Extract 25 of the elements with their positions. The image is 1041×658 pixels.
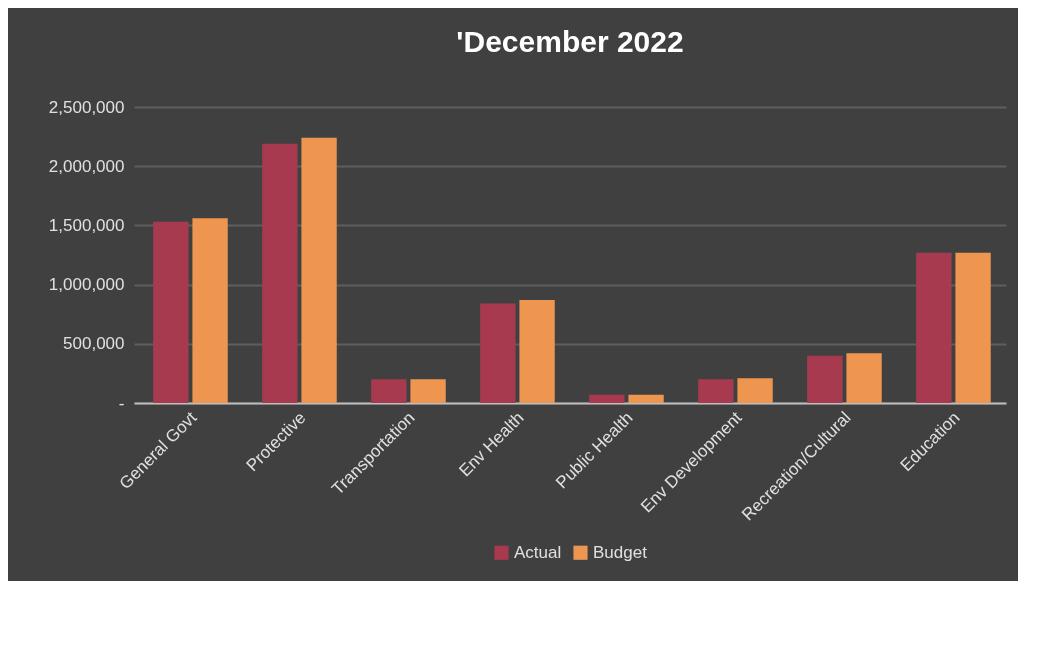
y-tick-label: 500,000 [63,334,125,354]
bar [628,394,664,403]
legend-label: Budget [593,542,648,562]
bar [371,379,407,403]
bar [301,137,337,403]
bar [916,252,952,403]
bar [153,221,189,403]
legend-label: Actual [514,542,562,562]
bar [589,394,625,403]
bar [480,303,516,403]
bar [846,353,882,403]
bar [737,378,773,403]
y-tick-label: 2,500,000 [48,97,125,117]
y-tick-label: 1,000,000 [48,275,125,295]
bar [192,218,228,403]
chart-title: 'December 2022 [456,25,684,58]
bar [519,299,555,403]
bar [262,143,298,403]
bar [698,379,734,403]
bar [807,355,843,403]
y-tick-label: 2,000,000 [48,156,125,176]
bar [955,252,991,403]
y-tick-label: 1,500,000 [48,215,125,235]
bar [410,379,446,403]
y-tick-label: - [118,393,125,413]
